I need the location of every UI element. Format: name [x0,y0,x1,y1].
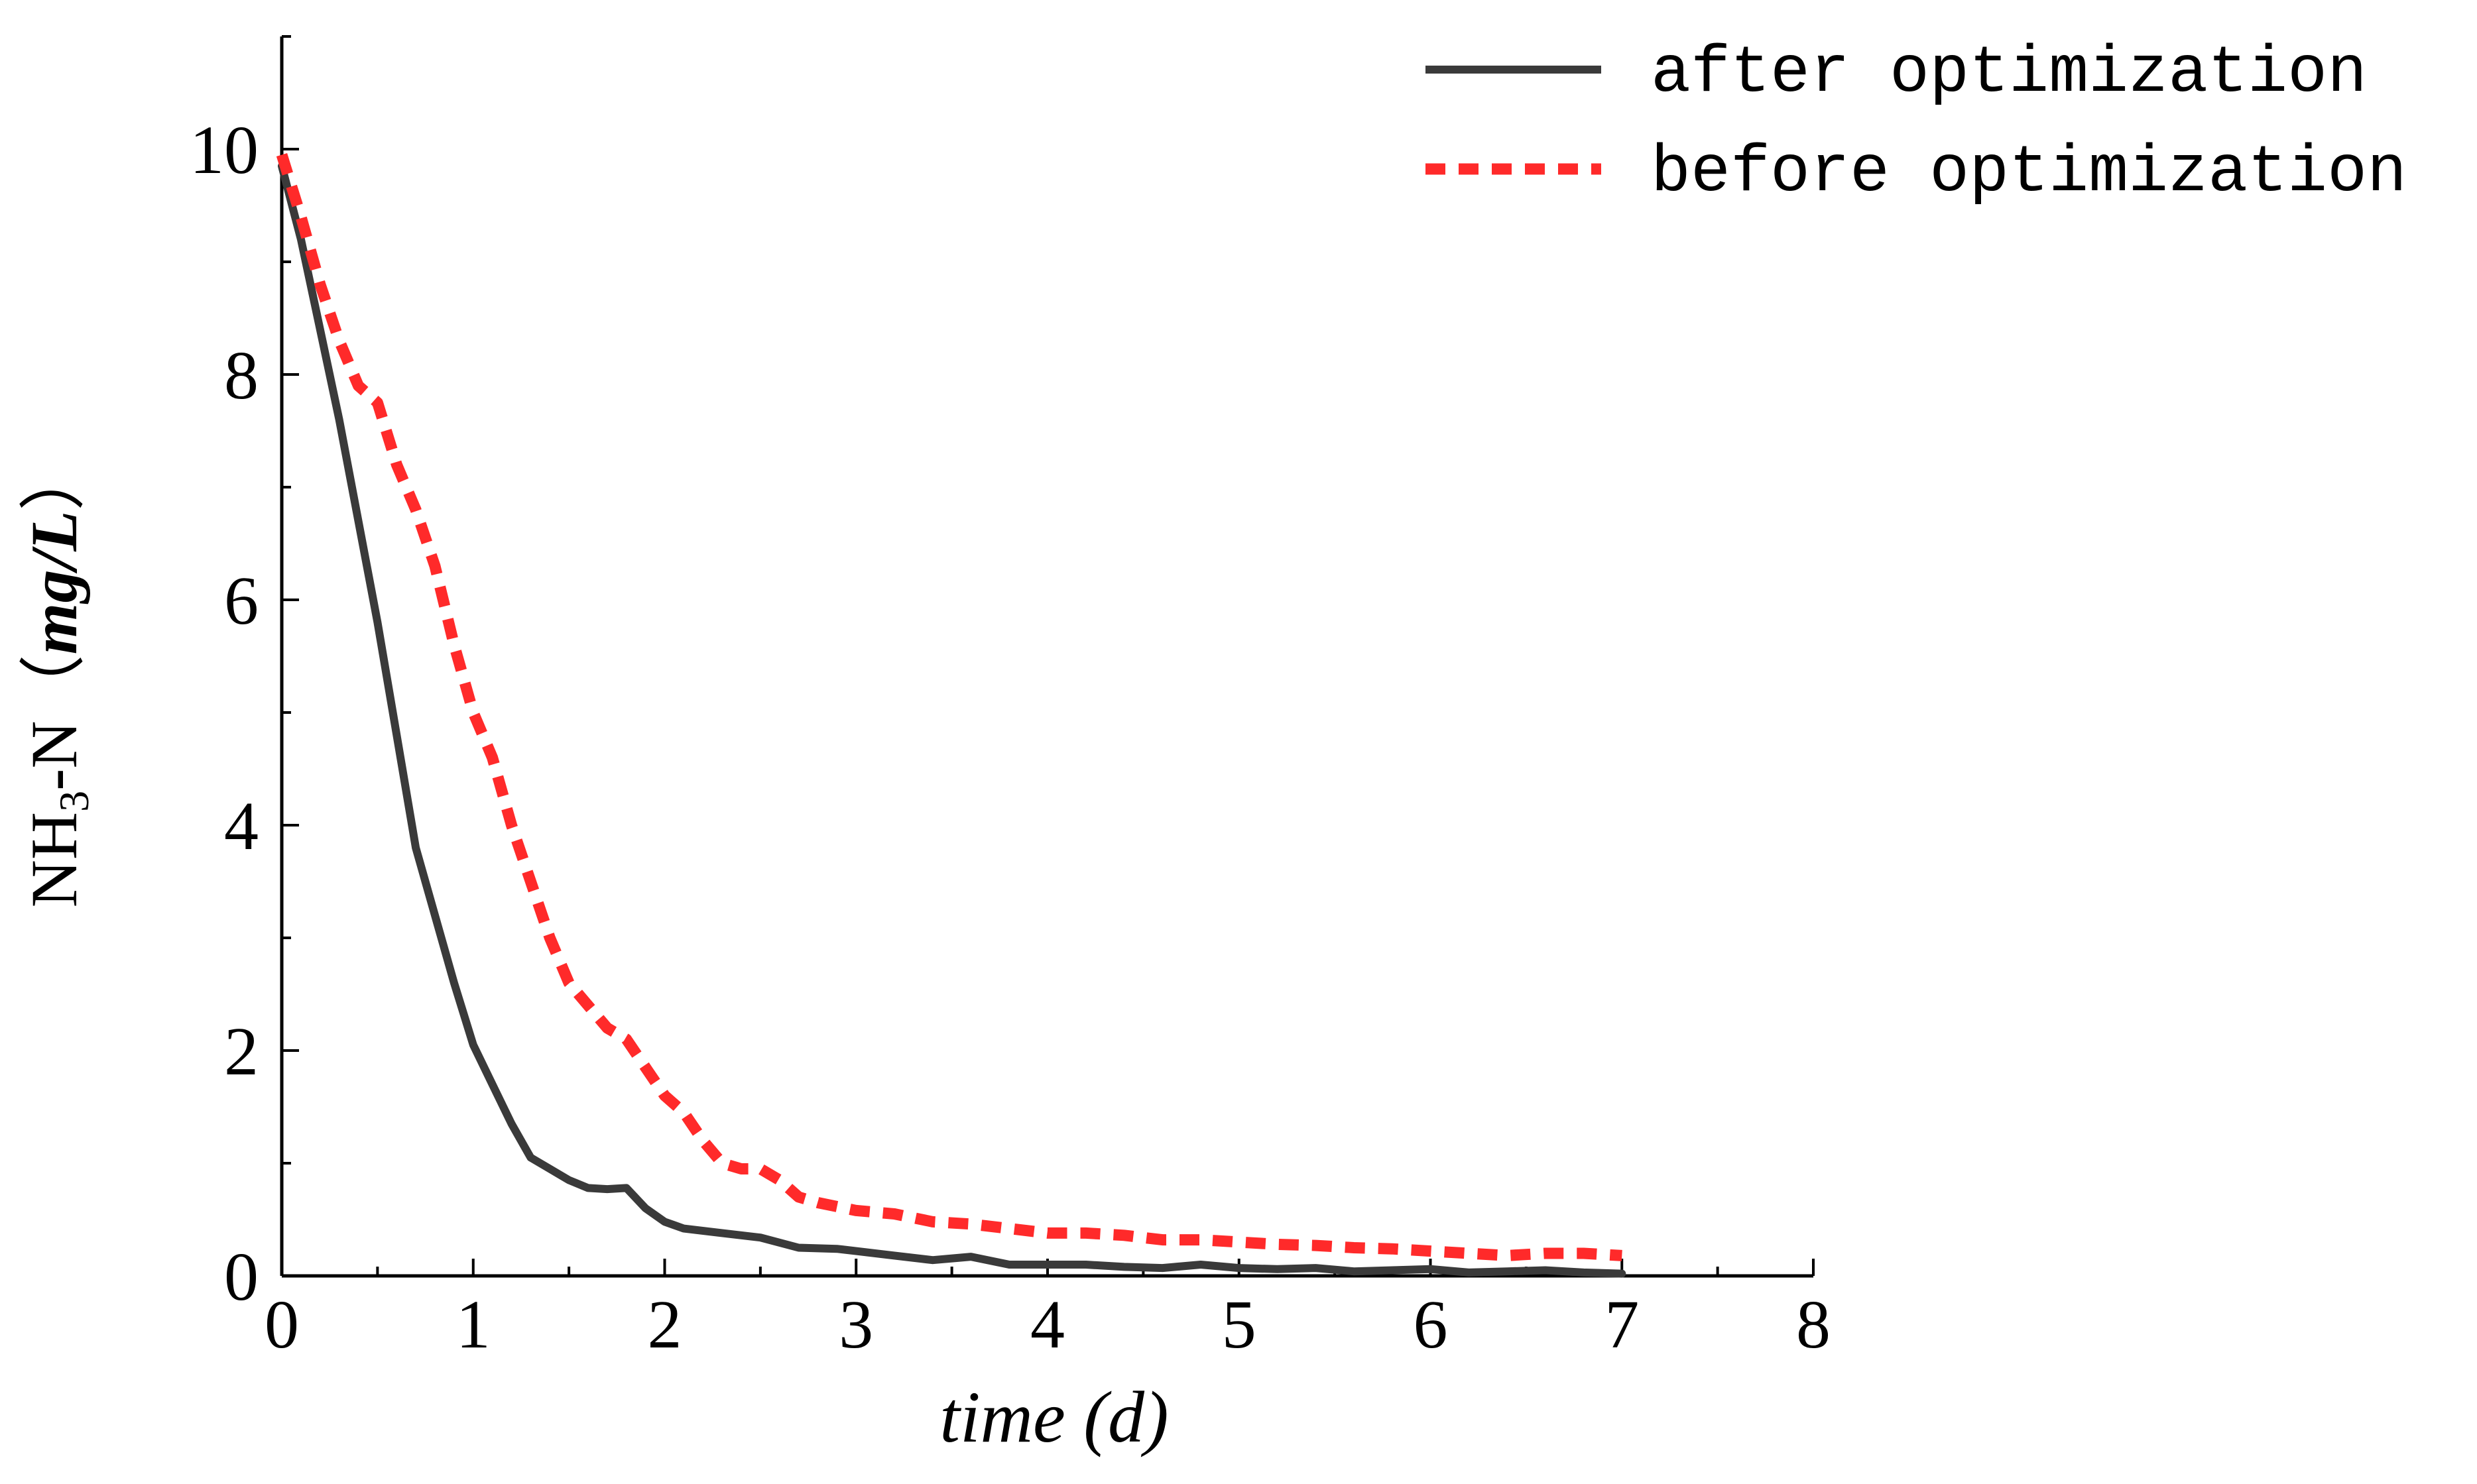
x-tick-label: 2 [648,1286,682,1363]
legend-label-before-optimization: before optimization [1651,136,2407,211]
x-ticks: 0 1 2 3 4 5 6 7 8 [265,1259,1831,1363]
y-axis-label-suffix: -N（ [17,654,91,791]
legend-label-after-optimization: after optimization [1651,36,2367,111]
axes [280,36,1813,1278]
x-tick-label: 1 [456,1286,491,1363]
y-tick-label: 10 [190,112,259,188]
y-axis-label-unit: mg/L [17,511,91,655]
y-axis-label-close: ） [17,445,91,511]
x-tick-label: 7 [1604,1286,1639,1363]
y-tick-label: 0 [224,1239,259,1315]
y-tick-label: 6 [224,563,259,639]
x-tick-label: 3 [839,1286,873,1363]
x-tick-label: 8 [1796,1286,1831,1363]
x-tick-label: 5 [1222,1286,1256,1363]
y-tick-label: 4 [224,788,259,864]
x-tick-label: 6 [1414,1286,1448,1363]
x-tick-label: 4 [1030,1286,1065,1363]
y-axis-label-prefix: NH [17,812,91,907]
legend: after optimization before optimization [1425,36,2407,211]
y-tick-label: 8 [224,337,259,414]
x-axis-label: time (d) [939,1377,1168,1457]
x-tick-label: 0 [265,1286,299,1363]
y-ticks: 0 2 4 6 8 10 [190,35,299,1315]
series-layer [276,152,1626,1278]
series-line-after-optimization [278,162,1626,1278]
series-line-before-optimization [276,152,1622,1261]
y-axis-label: NH3-N（mg/L） [17,445,97,908]
y-axis-label-subscript: 3 [50,791,97,812]
y-tick-label: 2 [224,1013,259,1090]
